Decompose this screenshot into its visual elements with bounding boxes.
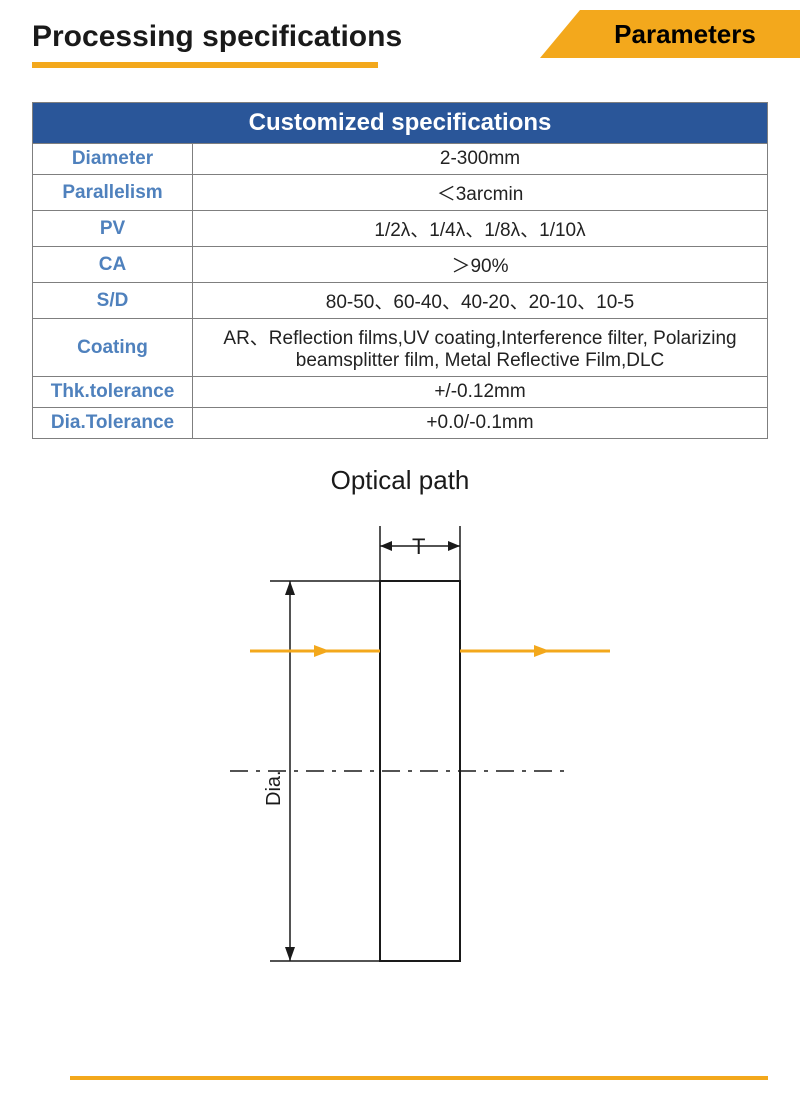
spec-label: PV bbox=[33, 211, 193, 247]
optical-diagram: T Dia. bbox=[0, 506, 800, 1006]
spec-label: Diameter bbox=[33, 144, 193, 175]
badge: Parameters bbox=[540, 10, 800, 58]
beam-arrow-icon bbox=[534, 645, 550, 657]
spec-label: Thk.tolerance bbox=[33, 377, 193, 408]
table-row: Parallelism＜3arcmin bbox=[33, 175, 768, 211]
spec-table: Customized specifications Diameter2-300m… bbox=[32, 102, 768, 439]
spec-value: ＞90% bbox=[193, 247, 768, 283]
spec-value: AR、Reflection films,UV coating,Interfere… bbox=[193, 319, 768, 377]
badge-label: Parameters bbox=[584, 19, 756, 50]
table-row: PV1/2λ、1/4λ、1/8λ、1/10λ bbox=[33, 211, 768, 247]
table-row: Dia.Tolerance+0.0/-0.1mm bbox=[33, 408, 768, 439]
spec-value: +0.0/-0.1mm bbox=[193, 408, 768, 439]
spec-value: ＜3arcmin bbox=[193, 175, 768, 211]
table-row: CA＞90% bbox=[33, 247, 768, 283]
dia-label: Dia. bbox=[263, 770, 285, 806]
footer-rule bbox=[70, 1076, 768, 1080]
table-row: Diameter2-300mm bbox=[33, 144, 768, 175]
spec-table-container: Customized specifications Diameter2-300m… bbox=[32, 102, 768, 439]
spec-label: Coating bbox=[33, 319, 193, 377]
spec-label: S/D bbox=[33, 283, 193, 319]
diagram-title: Optical path bbox=[0, 465, 800, 496]
title-underline bbox=[32, 62, 378, 68]
spec-value: 2-300mm bbox=[193, 144, 768, 175]
table-row: Thk.tolerance+/-0.12mm bbox=[33, 377, 768, 408]
table-row: S/D80-50、60-40、40-20、20-10、10-5 bbox=[33, 283, 768, 319]
table-row: CoatingAR、Reflection films,UV coating,In… bbox=[33, 319, 768, 377]
t-label: T bbox=[412, 534, 425, 559]
spec-label: CA bbox=[33, 247, 193, 283]
header-bar: Processing specifications Parameters bbox=[0, 10, 800, 78]
spec-label: Dia.Tolerance bbox=[33, 408, 193, 439]
beam-arrow-icon bbox=[314, 645, 330, 657]
table-title: Customized specifications bbox=[33, 103, 768, 144]
page-title: Processing specifications bbox=[32, 20, 402, 54]
spec-value: 80-50、60-40、40-20、20-10、10-5 bbox=[193, 283, 768, 319]
spec-value: +/-0.12mm bbox=[193, 377, 768, 408]
spec-value: 1/2λ、1/4λ、1/8λ、1/10λ bbox=[193, 211, 768, 247]
diagram-svg: T Dia. bbox=[120, 506, 680, 1006]
table-header-row: Customized specifications bbox=[33, 103, 768, 144]
spec-label: Parallelism bbox=[33, 175, 193, 211]
